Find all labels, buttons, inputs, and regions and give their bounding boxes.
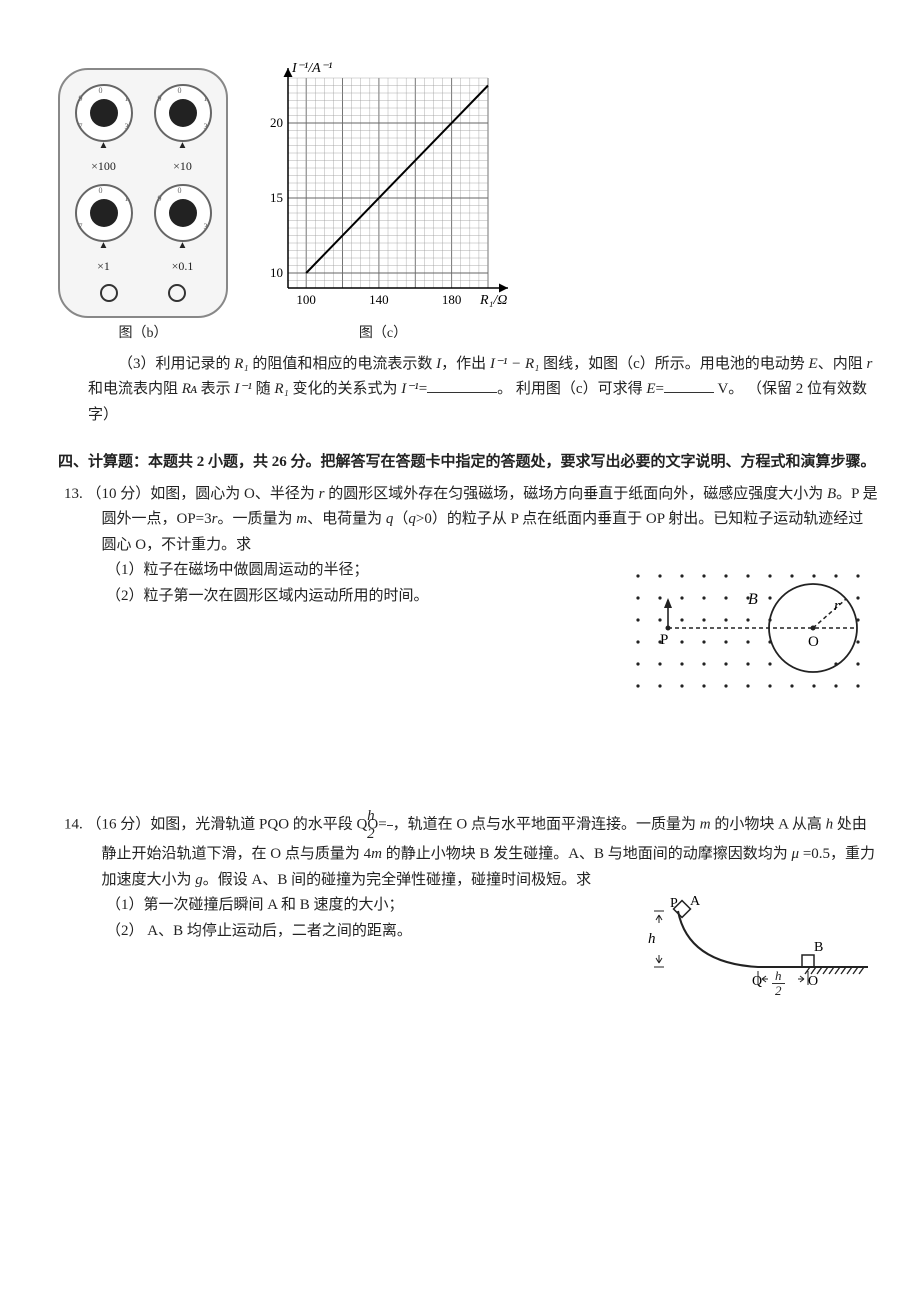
terminal-holes	[100, 284, 186, 302]
sym-b: B	[827, 486, 836, 502]
text: 随	[252, 381, 275, 397]
svg-text:180: 180	[442, 292, 462, 307]
dial-icon: 0 1 3 9	[154, 84, 212, 142]
text: 的圆形区域外存在匀强磁场，磁场方向垂直于纸面向外，磁感应强度大小为	[324, 486, 827, 502]
text: 的静止小物块 B 发生碰撞。A、B 与地面间的动摩擦因数均为	[382, 846, 792, 862]
svg-text:P: P	[670, 896, 678, 911]
sym-e: E	[646, 381, 655, 397]
svg-text:Q: Q	[752, 974, 762, 989]
svg-text:140: 140	[369, 292, 389, 307]
sym-r1: R₁	[234, 356, 248, 372]
q13: 13. （10 分）如图，圆心为 O、半径为 r 的圆形区域外存在匀强磁场，磁场…	[64, 482, 878, 699]
svg-text:P: P	[660, 632, 668, 648]
text: 变化的关系式为	[289, 381, 402, 397]
dial-label: ×1	[75, 256, 133, 276]
dial-0p1: 0 3 9 ×0.1	[154, 184, 212, 276]
sym-h: h	[826, 817, 834, 833]
figure-c-caption: 图（c）	[248, 322, 518, 346]
dial-row-bottom: 0 1 7 ×1 0 3 9 ×0.1	[64, 184, 222, 276]
sym-r: r	[866, 356, 872, 372]
text: （3）利用记录的	[118, 356, 234, 372]
q13-diagram: B P O r	[618, 558, 878, 698]
q14-sub1: （1）第一次碰撞后瞬间 A 和 B 速度的大小；	[106, 893, 604, 919]
svg-text:B: B	[814, 940, 823, 955]
sym-m: m	[296, 511, 307, 527]
text: 和电流表内阻	[88, 381, 182, 397]
blank-e-value	[664, 377, 714, 393]
sym-iinv-r1: I⁻¹ − R₁	[490, 356, 539, 372]
svg-text:15: 15	[270, 190, 283, 205]
svg-text:I⁻¹/A⁻¹: I⁻¹/A⁻¹	[291, 61, 332, 76]
graph-c-svg: I⁻¹/A⁻¹ R₁/Ω 10 15 20 100 140 180	[248, 58, 518, 318]
sym-g: g	[195, 872, 203, 888]
q13-points: （10 分）	[87, 486, 151, 502]
dial-1: 0 1 7 ×1	[75, 184, 133, 276]
text: 、电荷量为	[307, 511, 386, 527]
sym-r1: R₁	[274, 381, 288, 397]
resistance-box: 0 1 3 9 7 ×100 0 1 3 9	[58, 68, 228, 318]
q14: 14. （16 分）如图，光滑轨道 PQO 的水平段 QO=h2，轨道在 O 点…	[64, 808, 878, 1013]
text: 。一质量为	[217, 511, 296, 527]
sym-m: m	[371, 846, 382, 862]
sym-mu: μ	[792, 846, 800, 862]
text: 如图，圆心为 O、半径为	[150, 486, 318, 502]
dial-icon: 0 1 3 9 7	[75, 84, 133, 142]
q14-points: （16 分）	[87, 817, 151, 833]
sym-e: E	[809, 356, 818, 372]
dial-icon: 0 3 9	[154, 184, 212, 242]
sym-ra: Rᴀ	[182, 381, 197, 397]
dial-row-top: 0 1 3 9 7 ×100 0 1 3 9	[64, 84, 222, 176]
svg-text:O: O	[808, 974, 818, 989]
q14-number: 14.	[64, 817, 83, 833]
q14-sub2: （2） A、B 均停止运动后，二者之间的距离。	[106, 919, 604, 945]
text: 。假设 A、B 间的碰撞为完全弹性碰撞，碰撞时间极短。求	[203, 872, 591, 888]
dial-label: ×100	[75, 156, 133, 176]
sym-q: q	[408, 511, 416, 527]
q13-sub2: （2）粒子第一次在圆形区域内运动所用的时间。	[106, 584, 604, 610]
text: =	[656, 381, 664, 397]
dial-100: 0 1 3 9 7 ×100	[75, 84, 133, 176]
text: 如图，光滑轨道 PQO 的水平段 QO=	[150, 817, 386, 833]
dial-label: ×0.1	[154, 256, 212, 276]
q13-sub1: （1）粒子在磁场中做圆周运动的半径；	[106, 558, 604, 584]
section-4-title: 四、计算题：本题共 2 小题，共 26 分。把解答写在答题卡中指定的答题处，要求…	[58, 450, 878, 476]
figure-row: 0 1 3 9 7 ×100 0 1 3 9	[58, 58, 878, 346]
text: =	[419, 381, 427, 397]
svg-text:R₁/Ω: R₁/Ω	[479, 293, 507, 308]
svg-text:r: r	[834, 598, 840, 614]
q13-number: 13.	[64, 486, 83, 502]
q12-part3: （3）利用记录的 R₁ 的阻值和相应的电流表示数 I，作出 I⁻¹ − R₁ 图…	[88, 352, 878, 429]
svg-text:100: 100	[296, 292, 316, 307]
q14-diagram: h P A B Q O h2	[618, 893, 878, 1013]
hole-icon	[100, 284, 118, 302]
text: 图线，如图（c）所示。用电池的电动势	[539, 356, 808, 372]
text: ，轨道在 O 点与水平地面平滑连接。一质量为	[393, 817, 700, 833]
text: 的阻值和相应的电流表示数	[249, 356, 437, 372]
sym-m: m	[700, 817, 711, 833]
svg-text:A: A	[690, 894, 701, 909]
text: ，作出	[441, 356, 490, 372]
svg-text:O: O	[808, 634, 819, 650]
dial-icon: 0 1 7	[75, 184, 133, 242]
svg-text:20: 20	[270, 115, 283, 130]
figure-b-caption: 图（b）	[58, 322, 228, 346]
svg-text:10: 10	[270, 265, 283, 280]
blank-formula	[427, 377, 497, 393]
figure-c-block: I⁻¹/A⁻¹ R₁/Ω 10 15 20 100 140 180 图（c）	[248, 58, 518, 346]
figure-b-block: 0 1 3 9 7 ×100 0 1 3 9	[58, 68, 228, 346]
text: （	[393, 511, 408, 527]
sym-iinv: I⁻¹	[401, 381, 418, 397]
sym-iinv: I⁻¹	[234, 381, 251, 397]
dial-label: ×10	[154, 156, 212, 176]
text: 。 利用图（c）可求得	[497, 381, 646, 397]
text: 、内阻	[818, 356, 867, 372]
q14-head: 14. （16 分）如图，光滑轨道 PQO 的水平段 QO=h2，轨道在 O 点…	[102, 808, 879, 893]
text: 表示	[197, 381, 235, 397]
hole-icon	[168, 284, 186, 302]
dial-10: 0 1 3 9 ×10	[154, 84, 212, 176]
text: 的小物块 A 从高	[711, 817, 826, 833]
q13-head: 13. （10 分）如图，圆心为 O、半径为 r 的圆形区域外存在匀强磁场，磁场…	[102, 482, 879, 559]
svg-text:B: B	[748, 591, 758, 608]
svg-text:h: h	[648, 931, 656, 947]
